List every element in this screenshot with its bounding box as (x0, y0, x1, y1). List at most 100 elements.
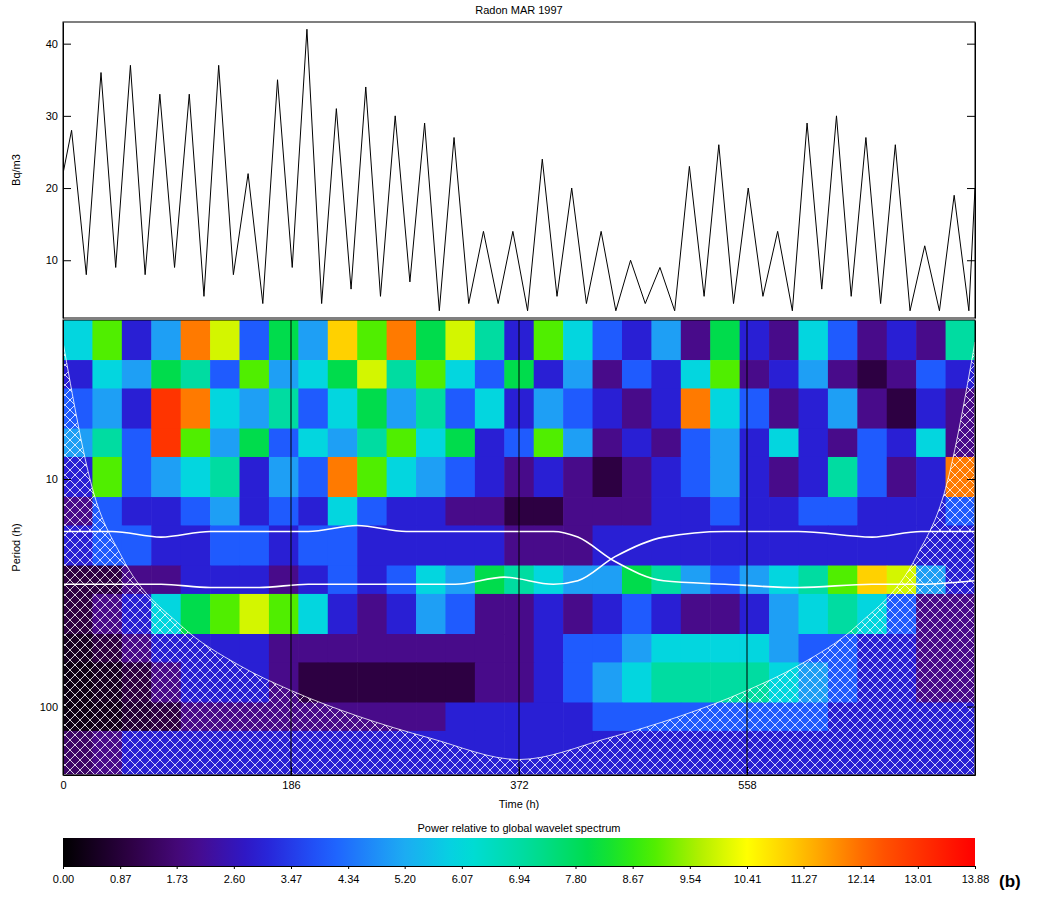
heatmap-cell (181, 566, 211, 595)
heatmap-cell (563, 594, 593, 635)
heatmap-cell (122, 497, 152, 526)
heatmap-cell (181, 320, 211, 361)
heatmap-cell (92, 320, 122, 361)
heatmap-cell (240, 429, 270, 458)
heatmap-cell (357, 320, 387, 361)
heat-y-axis-tick-mark (63, 479, 71, 480)
heatmap-cell (445, 702, 475, 731)
heatmap-cell (534, 388, 564, 429)
heatmap-cell (122, 388, 152, 429)
heatmap-cell (240, 457, 270, 498)
heatmap-cell (445, 360, 475, 389)
grid-line (291, 320, 292, 775)
top-y-axis-tick-mark (63, 116, 71, 117)
heatmap-cell (622, 594, 652, 635)
heatmap-cell (710, 594, 740, 635)
heatmap-cell (534, 360, 564, 389)
heatmap-cell (210, 429, 240, 458)
heatmap-cell (887, 497, 917, 526)
colorbar-axis-tick-label: 2.60 (224, 873, 245, 885)
heatmap-cell (622, 634, 652, 663)
heatmap-cell (769, 320, 799, 361)
heatmap-plot (63, 320, 975, 775)
heatmap-cell (622, 320, 652, 361)
top-y-axis-tick-label: 10 (46, 254, 58, 266)
heatmap-cell (593, 662, 623, 703)
heatmap-cell (210, 594, 240, 635)
heatmap-cell (328, 320, 358, 361)
colorbar-axis-tick-mark (918, 866, 919, 869)
heatmap-cell (857, 320, 887, 361)
heatmap-cell (416, 429, 446, 458)
heatmap-cell (534, 566, 564, 595)
heatmap-cell (651, 634, 681, 663)
colorbar-axis-tick: 13.88 (962, 866, 990, 885)
heatmap-cell (857, 566, 887, 595)
heatmap-cell (651, 360, 681, 389)
heatmap-cell (710, 634, 740, 663)
top-y-axis-tick-mark (63, 44, 71, 45)
heatmap-cell (269, 497, 299, 526)
heatmap-cell (651, 525, 681, 566)
heatmap-cell (445, 662, 475, 703)
heatmap-cell (681, 457, 711, 498)
heatmap-cell (416, 566, 446, 595)
heatmap-cell (769, 429, 799, 458)
heatmap-cell (828, 497, 858, 526)
heatmap-cell (740, 320, 770, 361)
heatmap-cell (445, 594, 475, 635)
heatmap-cell (798, 566, 828, 595)
heatmap-cell (740, 360, 770, 389)
heatmap-cell (151, 388, 181, 429)
top-y-axis-tick-label: 20 (46, 182, 58, 194)
colorbar-axis-tick-mark (291, 866, 292, 869)
heatmap-cell (828, 360, 858, 389)
heatmap-cell (416, 702, 446, 731)
heatmap-cell (651, 497, 681, 526)
heatmap-cell (151, 360, 181, 389)
heatmap-cell (475, 594, 505, 635)
heatmap-cell (445, 457, 475, 498)
grid-line (519, 320, 520, 775)
heatmap-cell (181, 360, 211, 389)
heatmap-cell (92, 457, 122, 498)
colorbar-axis-tick-label: 5.20 (394, 873, 415, 885)
top-y-axis-tick: 40 (46, 38, 71, 50)
heatmap-cell (475, 360, 505, 389)
heat-y-axis-title: Period (h) (10, 523, 22, 571)
heat-y-axis-right-tick (967, 707, 975, 708)
heatmap-cell (681, 429, 711, 458)
heat-x-axis-tick-label: 558 (738, 779, 756, 791)
heatmap-cell (181, 388, 211, 429)
heatmap-cell (122, 525, 152, 566)
heatmap-cell (740, 429, 770, 458)
heatmap-cell (357, 525, 387, 566)
heatmap-cell (387, 457, 417, 498)
heatmap-cell (475, 662, 505, 703)
heatmap-cell (475, 320, 505, 361)
colorbar-axis-tick-mark (234, 866, 235, 869)
heat-x-axis-title: Time (h) (499, 798, 540, 810)
heatmap-cell (622, 360, 652, 389)
colorbar-axis-tick: 12.14 (847, 866, 875, 885)
heat-x-axis-tick: 558 (738, 767, 756, 791)
heatmap-cell (269, 388, 299, 429)
heatmap-cell (769, 388, 799, 429)
heatmap-cell (916, 388, 946, 429)
heatmap-cell (387, 429, 417, 458)
heatmap-cell (328, 429, 358, 458)
colorbar-axis-tick-mark (177, 866, 178, 869)
top-y-axis-right-tick (967, 188, 975, 189)
heatmap-cell (122, 457, 152, 498)
heatmap-cell (151, 457, 181, 498)
heatmap-cell (563, 360, 593, 389)
heatmap-cell (387, 320, 417, 361)
colorbar (63, 838, 975, 866)
heatmap-cell (328, 457, 358, 498)
heat-y-axis-tick: 10 (46, 473, 71, 485)
heatmap-cell (445, 566, 475, 595)
top-y-axis-tick-mark (63, 260, 71, 261)
heatmap-cell (210, 320, 240, 361)
heatmap-cell (798, 429, 828, 458)
chart-title: Radon MAR 1997 (475, 4, 562, 16)
